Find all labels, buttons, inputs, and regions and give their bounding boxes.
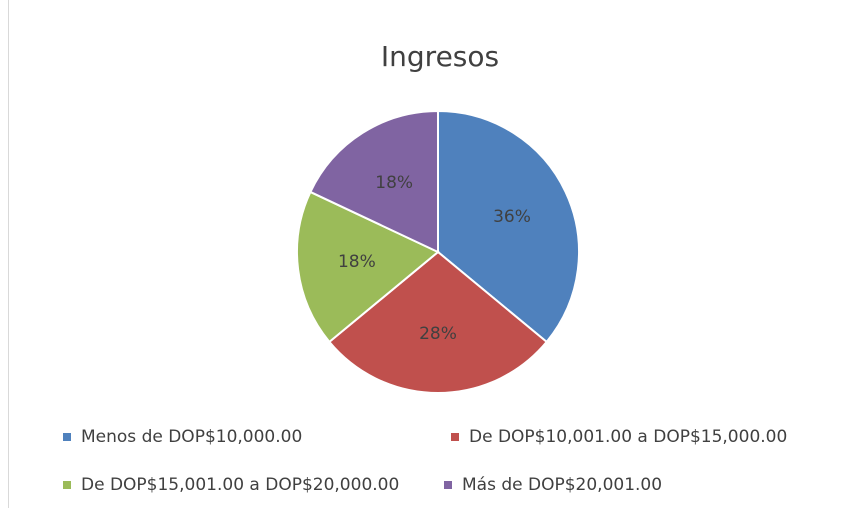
legend-marker: [63, 433, 71, 441]
data-label: 18%: [338, 252, 376, 272]
legend-marker: [451, 433, 459, 441]
legend-label: De DOP$15,001.00 a DOP$20,000.00: [81, 475, 399, 495]
chart-title: Ingresos: [381, 40, 499, 73]
pie-slice: [437, 109, 580, 344]
data-label: 28%: [419, 324, 457, 344]
data-label: 18%: [375, 173, 413, 193]
data-label: 36%: [493, 207, 531, 227]
pie-slice: [327, 250, 549, 394]
legend-label: Más de DOP$20,001.00: [462, 475, 662, 495]
legend-marker: [444, 481, 452, 489]
legend-label: De DOP$10,001.00 a DOP$15,000.00: [469, 427, 787, 447]
pie-slice: [309, 109, 439, 254]
pie-slice: [296, 190, 440, 344]
legend-marker: [63, 481, 71, 489]
legend-label: Menos de DOP$10,000.00: [81, 427, 302, 447]
